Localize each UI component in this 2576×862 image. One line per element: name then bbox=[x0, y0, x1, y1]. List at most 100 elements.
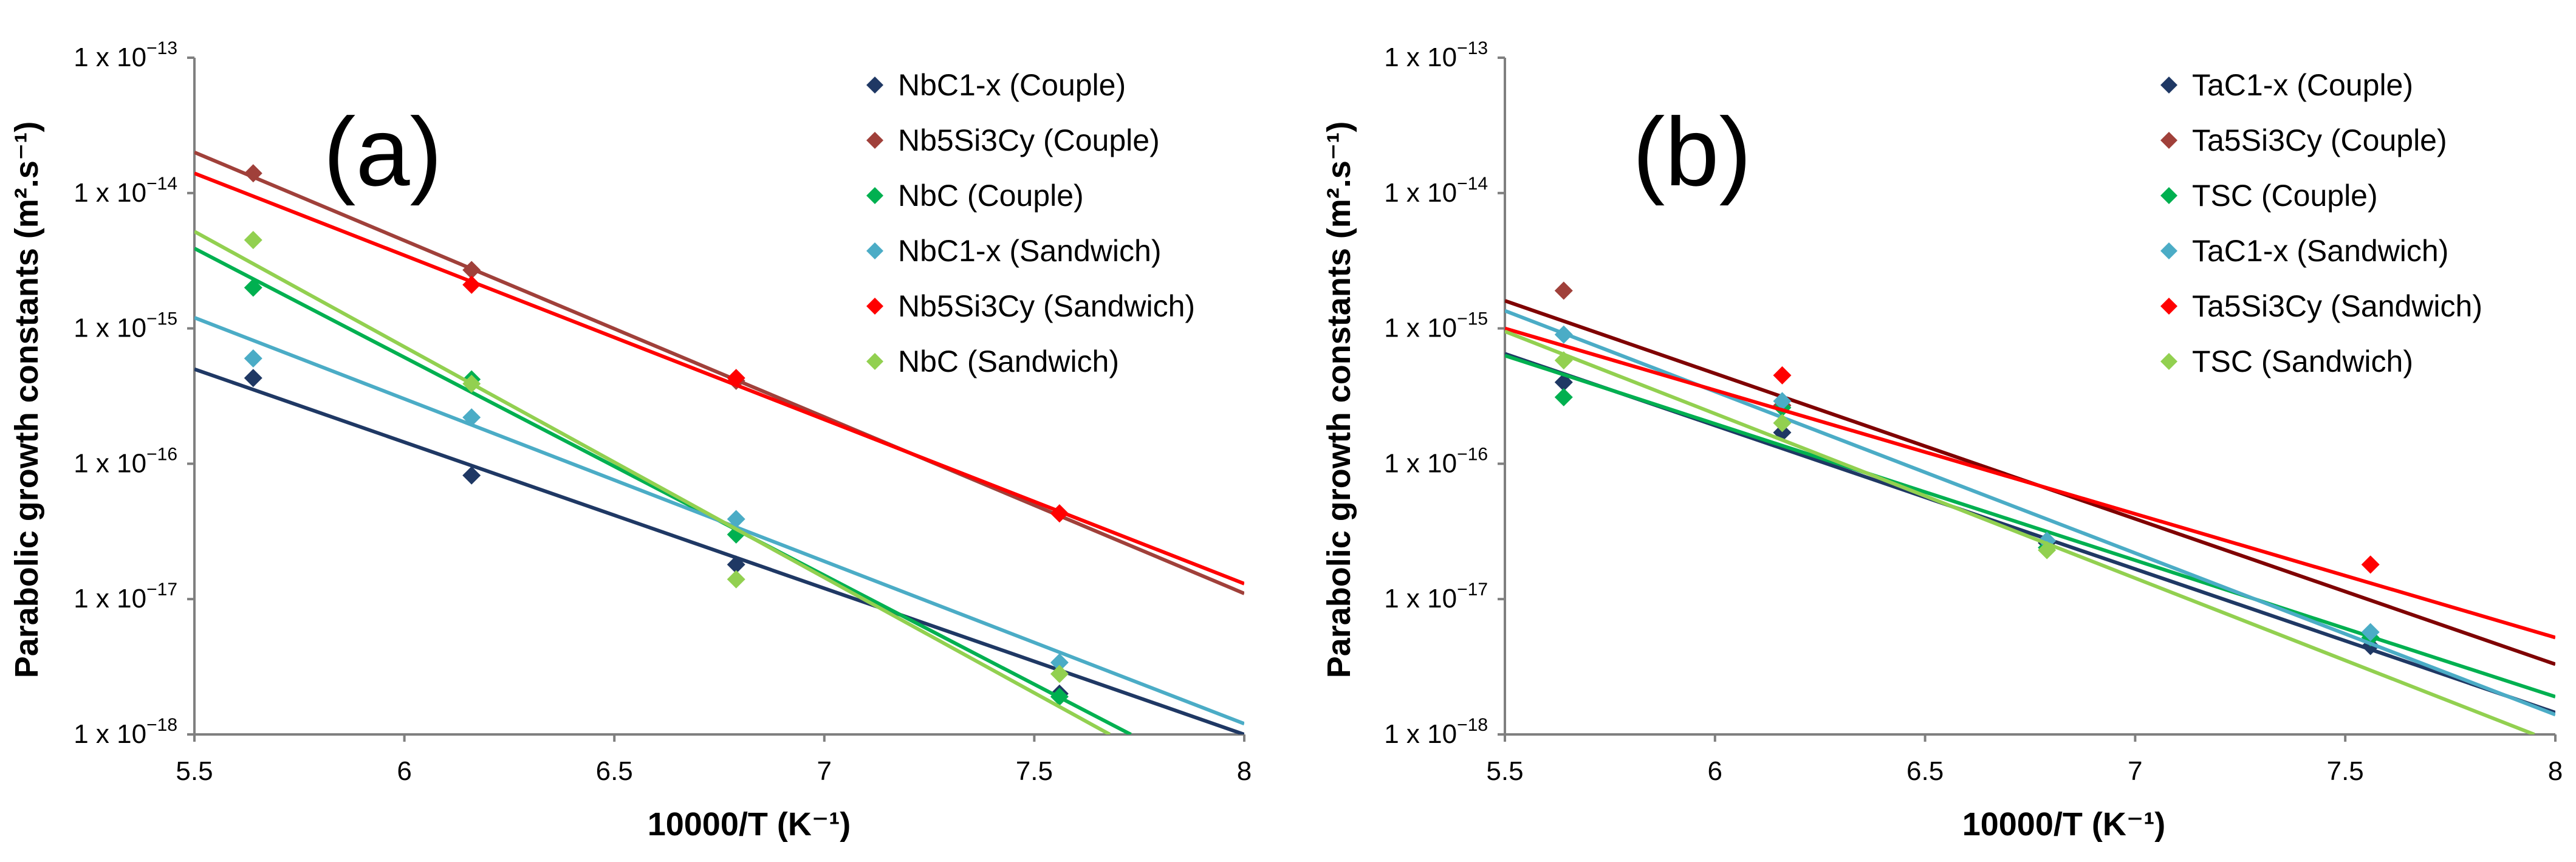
legend-marker bbox=[866, 242, 883, 259]
y-axis-title: Parabolic growth constants (m².s⁻¹) bbox=[9, 121, 45, 679]
x-tick-label: 5.5 bbox=[176, 756, 213, 786]
x-tick-label: 7.5 bbox=[2327, 756, 2364, 786]
y-axis-title: Parabolic growth constants (m².s⁻¹) bbox=[1321, 121, 1357, 679]
data-point bbox=[244, 349, 262, 368]
data-point bbox=[2038, 541, 2057, 559]
fit-line bbox=[1505, 354, 2555, 699]
legend-label: TSC (Sandwich) bbox=[2192, 344, 2413, 378]
legend-label: NbC (Couple) bbox=[898, 179, 1084, 213]
legend-entry: TaC1-x (Sandwich) bbox=[2160, 234, 2448, 268]
data-point bbox=[462, 275, 481, 294]
x-tick-label: 6.5 bbox=[596, 756, 633, 786]
legend-marker bbox=[2160, 187, 2177, 204]
legend-marker bbox=[866, 132, 883, 149]
legend-marker bbox=[2160, 298, 2177, 315]
y-tick-label: 1 x 10−15 bbox=[74, 309, 177, 343]
x-tick-label: 6.5 bbox=[1906, 756, 1944, 786]
data-point bbox=[2361, 555, 2380, 574]
data-point bbox=[244, 278, 262, 297]
data-point bbox=[727, 570, 745, 589]
legend-label: TSC (Couple) bbox=[2192, 179, 2378, 213]
data-point bbox=[462, 466, 481, 485]
data-point bbox=[1050, 687, 1069, 706]
legend-entry: Nb5Si3Cy (Couple) bbox=[866, 123, 1160, 157]
series-nbc1-x-couple bbox=[194, 367, 1244, 734]
legend-label: Ta5Si3Cy (Couple) bbox=[2192, 123, 2447, 157]
x-tick-label: 5.5 bbox=[1486, 756, 1523, 786]
data-point bbox=[1773, 392, 1792, 411]
y-tick-label: 1 x 10−18 bbox=[74, 715, 177, 749]
legend-entry: Ta5Si3Cy (Sandwich) bbox=[2160, 289, 2482, 323]
series-ta5si3cy-sandwich bbox=[1505, 326, 2555, 640]
y-tick-label: 1 x 10−13 bbox=[74, 38, 177, 72]
legend-label: Ta5Si3Cy (Sandwich) bbox=[2192, 289, 2482, 323]
data-point bbox=[1554, 325, 1573, 344]
legend-label: Nb5Si3Cy (Couple) bbox=[898, 123, 1160, 157]
x-tick-label: 7.5 bbox=[1016, 756, 1053, 786]
x-tick-label: 8 bbox=[1237, 756, 1252, 786]
data-point bbox=[244, 231, 262, 250]
legend-label: TaC1-x (Sandwich) bbox=[2192, 234, 2448, 268]
data-point bbox=[1050, 504, 1069, 523]
x-tick-label: 6 bbox=[1708, 756, 1722, 786]
chart-panel-b: Parabolic growth constants (m².s⁻¹) 1000… bbox=[1321, 38, 2563, 843]
legend-marker bbox=[866, 77, 883, 94]
fit-line bbox=[194, 230, 1111, 734]
legend-entry: NbC (Sandwich) bbox=[866, 344, 1119, 378]
data-point bbox=[462, 261, 481, 279]
legend-label: NbC1-x (Couple) bbox=[898, 68, 1126, 102]
fit-line bbox=[1505, 326, 2555, 640]
y-tick-label: 1 x 10−18 bbox=[1384, 715, 1488, 749]
fit-line bbox=[1505, 329, 2535, 734]
data-point bbox=[462, 374, 481, 393]
legend-label: TaC1-x (Couple) bbox=[2192, 68, 2413, 102]
legend-marker bbox=[2160, 77, 2177, 94]
legend-marker bbox=[2160, 132, 2177, 149]
series-ta5si3cy-couple bbox=[1505, 281, 2555, 666]
panel-label: (a) bbox=[323, 97, 442, 206]
data-point bbox=[727, 510, 745, 528]
fit-line bbox=[194, 247, 1132, 734]
data-point bbox=[462, 408, 481, 427]
y-tick-label: 1 x 10−16 bbox=[1384, 444, 1488, 478]
data-point bbox=[1554, 388, 1573, 406]
y-tick-label: 1 x 10−16 bbox=[74, 444, 177, 478]
y-tick-label: 1 x 10−17 bbox=[74, 580, 177, 614]
legend-entry: Nb5Si3Cy (Sandwich) bbox=[866, 289, 1195, 323]
chart-panel-a: Parabolic growth constants (m².s⁻¹) 1000… bbox=[9, 38, 1252, 843]
y-tick-label: 1 x 10−13 bbox=[1384, 38, 1488, 72]
legend-entry: TSC (Couple) bbox=[2160, 179, 2378, 213]
series-tsc-couple bbox=[1505, 354, 2555, 699]
legend-entry: TaC1-x (Couple) bbox=[2160, 68, 2413, 102]
series-nbc-sandwich bbox=[194, 230, 1111, 734]
data-point bbox=[1554, 281, 1573, 300]
legend-entry: TSC (Sandwich) bbox=[2160, 344, 2413, 378]
series-nb5si3cy-sandwich bbox=[194, 171, 1244, 586]
legend-entry: NbC1-x (Sandwich) bbox=[866, 234, 1161, 268]
x-axis-title: 10000/T (K⁻¹) bbox=[1962, 806, 2166, 843]
legend-entry: NbC (Couple) bbox=[866, 179, 1084, 213]
data-point bbox=[1050, 665, 1069, 683]
legend-label: NbC1-x (Sandwich) bbox=[898, 234, 1161, 268]
fit-line bbox=[194, 367, 1244, 734]
y-tick-label: 1 x 10−14 bbox=[1384, 174, 1488, 208]
legend-label: NbC (Sandwich) bbox=[898, 344, 1119, 378]
legend-label: Nb5Si3Cy (Sandwich) bbox=[898, 289, 1195, 323]
x-axis-title: 10000/T (K⁻¹) bbox=[648, 806, 851, 843]
x-tick-label: 8 bbox=[2548, 756, 2563, 786]
legend-marker bbox=[2160, 242, 2177, 259]
series-tsc-sandwich bbox=[1505, 329, 2535, 734]
fit-line bbox=[194, 171, 1244, 586]
data-point bbox=[727, 369, 745, 388]
x-tick-label: 7 bbox=[817, 756, 832, 786]
legend-entry: Ta5Si3Cy (Couple) bbox=[2160, 123, 2447, 157]
panel-label: (b) bbox=[1632, 97, 1752, 206]
y-tick-label: 1 x 10−15 bbox=[1384, 309, 1488, 343]
legend-marker bbox=[866, 353, 883, 370]
data-point bbox=[1554, 351, 1573, 370]
data-point bbox=[244, 369, 262, 388]
legend-marker bbox=[2160, 353, 2177, 370]
y-tick-label: 1 x 10−14 bbox=[74, 174, 177, 208]
data-point bbox=[1773, 414, 1792, 433]
